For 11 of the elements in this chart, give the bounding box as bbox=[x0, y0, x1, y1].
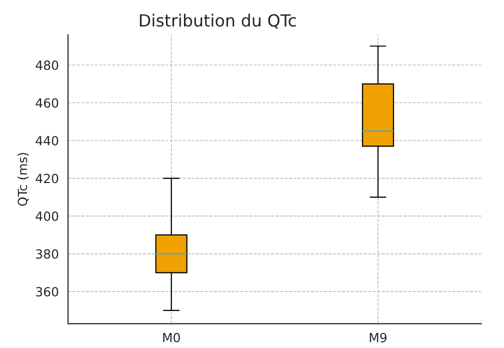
y-tick-label: 480 bbox=[36, 60, 58, 70]
y-axis-title: QTc (ms) bbox=[18, 152, 29, 206]
y-tick-label: 460 bbox=[36, 98, 58, 108]
x-tick-label: M0 bbox=[163, 332, 180, 342]
y-tick-label: 360 bbox=[36, 287, 58, 296]
chart-title: Distribution du QTc bbox=[140, 14, 296, 29]
y-tick-label: 380 bbox=[36, 249, 58, 259]
y-tick-label: 400 bbox=[36, 212, 58, 221]
y-tick-label: 440 bbox=[36, 136, 58, 146]
y-tick-label: 420 bbox=[36, 174, 58, 184]
x-tick-label: M9 bbox=[370, 332, 386, 342]
